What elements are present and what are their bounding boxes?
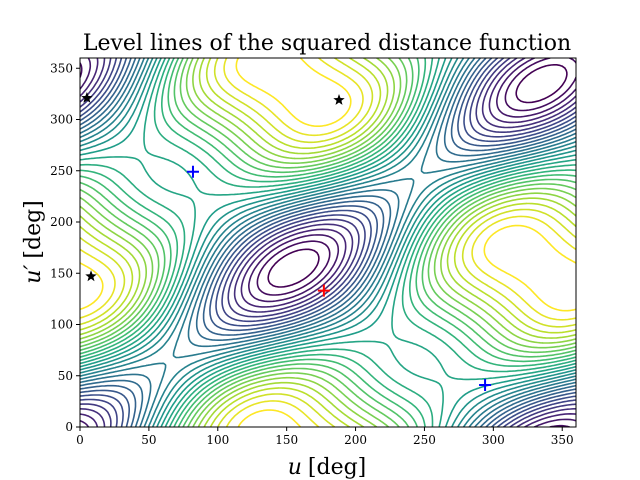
y-tick-label: 50 — [58, 369, 73, 383]
contour-level-23 — [80, 58, 576, 427]
y-tick-label: 150 — [50, 266, 73, 280]
markers — [81, 92, 492, 391]
saddle-marker — [81, 92, 93, 103]
x-tick-label: 150 — [275, 433, 298, 447]
y-axis-label: u′ [deg] — [21, 200, 46, 284]
contour-level-17 — [80, 58, 576, 427]
contour-level-28 — [80, 58, 576, 427]
contour-level-8 — [80, 58, 576, 427]
contour-level-15 — [80, 58, 576, 427]
y-tick-label: 300 — [50, 113, 73, 127]
contour-level-3 — [80, 58, 576, 427]
contour-level-9 — [80, 58, 576, 427]
minimum-marker — [186, 165, 199, 178]
x-axis-ticks: 0 50 100 150 200 250 300 350 — [76, 427, 574, 447]
contour-level-27 — [80, 58, 576, 427]
contour-level-21 — [80, 58, 576, 427]
x-axis-label: u [deg] — [288, 455, 367, 480]
x-axis-var: u — [288, 455, 302, 480]
y-axis-ticks: 0 50 100 150 200 250 300 350 — [50, 61, 80, 434]
y-tick-label: 250 — [50, 164, 73, 178]
chart-title: Level lines of the squared distance func… — [83, 31, 571, 56]
maximum-marker — [317, 284, 330, 297]
contour-level-10 — [80, 58, 576, 427]
contour-level-4 — [80, 58, 576, 427]
contour-level-7 — [80, 58, 576, 427]
contour-level-5 — [80, 58, 576, 427]
minimum-marker — [479, 378, 492, 391]
contour-level-22 — [80, 58, 576, 427]
plot-frame — [79, 57, 577, 428]
contour-level-24 — [80, 58, 576, 427]
x-tick-label: 100 — [206, 433, 229, 447]
contour-level-29 — [80, 58, 576, 427]
saddle-marker — [85, 270, 97, 282]
contour-level-19 — [80, 58, 576, 427]
y-tick-label: 0 — [65, 420, 73, 434]
contour-level-1 — [267, 64, 568, 288]
contour-level-13 — [80, 58, 576, 427]
x-tick-label: 200 — [344, 433, 367, 447]
y-axis-unit: [deg] — [21, 200, 46, 258]
x-tick-label: 0 — [76, 433, 84, 447]
x-tick-label: 50 — [141, 433, 156, 447]
contour-lines — [80, 58, 576, 427]
x-tick-label: 250 — [413, 433, 436, 447]
contour-level-30 — [80, 58, 576, 427]
contour-level-11 — [80, 58, 576, 427]
contour-level-26 — [80, 58, 576, 427]
contour-level-6 — [80, 58, 576, 427]
y-tick-label: 100 — [50, 318, 73, 332]
x-axis-unit: [deg] — [308, 455, 366, 480]
y-tick-label: 350 — [50, 61, 73, 75]
x-tick-label: 350 — [551, 433, 574, 447]
saddle-marker — [333, 94, 345, 105]
contour-level-12 — [80, 58, 576, 427]
y-axis-var: u′ — [21, 265, 46, 284]
contour-level-20 — [80, 58, 576, 427]
y-tick-label: 200 — [50, 215, 73, 229]
x-tick-label: 300 — [482, 433, 505, 447]
